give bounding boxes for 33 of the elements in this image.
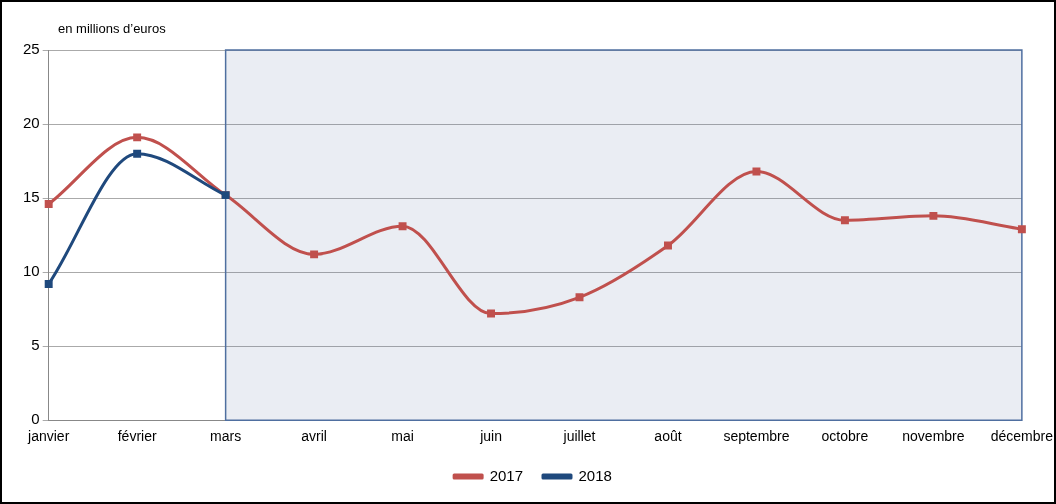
point (929, 211, 938, 220)
y-axis-title: en millions d’euros (58, 21, 167, 37)
y-tick-label: 15 (23, 188, 40, 206)
point (133, 133, 142, 142)
x-tick-label: août (654, 428, 682, 445)
y-tick-label: 5 (31, 336, 40, 354)
legend-label: 2017 (489, 466, 524, 484)
x-tick-label: mai (391, 428, 414, 445)
point (44, 279, 53, 288)
x-tick-label: novembre (902, 428, 965, 445)
y-tick-label: 10 (23, 262, 40, 280)
point (398, 222, 407, 231)
x-tick-label: mars (210, 428, 242, 445)
point (1017, 225, 1026, 234)
point (487, 309, 496, 318)
y-tick-label: 20 (23, 114, 40, 132)
point (310, 250, 319, 259)
x-tick-label: décembre (990, 428, 1054, 445)
point (133, 149, 142, 158)
y-tick-label: 25 (23, 40, 40, 58)
x-tick-label: janvier (27, 428, 70, 445)
x-tick-label: avril (301, 428, 327, 445)
x-tick-label: février (117, 428, 157, 445)
x-tick-label: octobre (821, 428, 869, 445)
point (840, 216, 849, 225)
x-tick-label: septembre (723, 428, 790, 445)
legend-label: 2018 (578, 466, 612, 484)
point (575, 293, 584, 302)
y-tick-label: 0 (31, 410, 40, 428)
x-tick-label: juillet (562, 428, 596, 445)
x-tick-label: juin (479, 428, 502, 445)
point (752, 167, 761, 176)
point (664, 241, 672, 250)
